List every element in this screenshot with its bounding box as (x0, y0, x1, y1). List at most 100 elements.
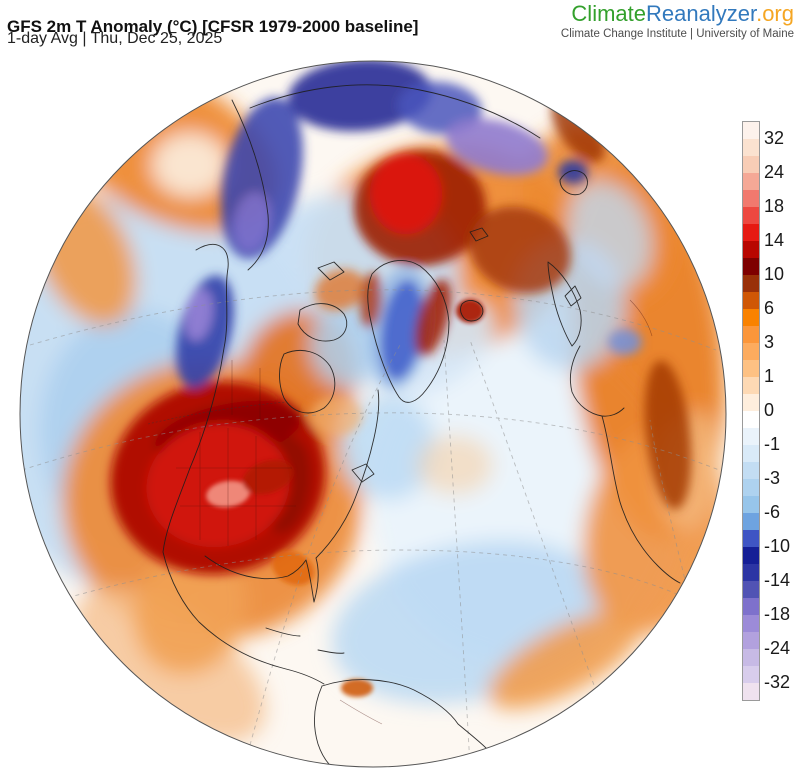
anomaly-region-greenland-west-warm (359, 272, 383, 328)
coast-north-america-west (162, 244, 325, 685)
colorbar-tick-label: 3 (764, 332, 775, 352)
page-title: GFS 2m T Anomaly (°C) [CFSR 1979-2000 ba… (7, 17, 419, 37)
colorbar-segment (743, 598, 759, 615)
anomaly-region-greenland-cool-core (381, 280, 423, 380)
globe-outline (19, 60, 727, 768)
site-logo-wordmark: ClimateReanalyzer.org (561, 2, 794, 26)
colorbar-tick-label: 18 (764, 196, 785, 216)
anomaly-region-siberia-navy-laptev (288, 61, 432, 132)
coast-greenland (367, 259, 450, 403)
colorbar-segment (743, 428, 759, 445)
anomaly-region-chukotka-purple (233, 192, 271, 252)
coast-chukotka-kamchatka (231, 99, 269, 271)
anomaly-region-bc-purple (185, 289, 213, 341)
coast-newfoundland (351, 463, 375, 483)
logo-word-reanalyzer: Reanalyzer (646, 1, 757, 26)
colorbar-segment (743, 275, 759, 292)
coast-hispaniola (317, 649, 345, 654)
anomaly-region-kansas-pink-spot (206, 480, 250, 508)
coast-arctic-islands (317, 261, 345, 281)
anomaly-region-mexico-warm (133, 546, 247, 674)
colorbar-tick-label: 14 (764, 230, 785, 250)
colorbar-segment (743, 649, 759, 666)
colorbar-tick-label: 6 (764, 298, 775, 318)
border-us-canada (147, 401, 287, 425)
colorbar (742, 121, 760, 701)
site-logo-tagline: Climate Change Institute | University of… (560, 28, 794, 40)
colorbar-segment (743, 122, 759, 139)
colorbar-tick-label: -6 (764, 502, 781, 522)
colorbar-segment (743, 309, 759, 326)
coast-hudson-bay (279, 350, 336, 414)
coast-cuba (265, 627, 301, 637)
anomaly-region-novaya-rust (469, 206, 571, 294)
colorbar-segment (743, 445, 759, 462)
logo-word-org: .org (756, 1, 794, 26)
colorbar-segment (743, 615, 759, 632)
colorbar-tick-label: -18 (764, 604, 791, 624)
colorbar-segment (743, 292, 759, 309)
anomaly-region-taymyr-purple (446, 118, 548, 176)
colorbar-segment (743, 224, 759, 241)
coast-south-america-north (321, 679, 487, 749)
anomaly-region-centralasia-cool (567, 181, 653, 289)
colorbar-segment (743, 326, 759, 343)
colorbar-segment (743, 564, 759, 581)
coast-gulf-florida-east (204, 389, 380, 603)
colorbar-segment (743, 173, 759, 190)
anomaly-region-natlantic-warm-spot (417, 435, 493, 495)
anomaly-region-greatlakes-warm (242, 459, 294, 495)
anomaly-region-siberia-navy-east (398, 81, 482, 135)
coast-africa-west (601, 415, 681, 584)
colorbar-segment (743, 207, 759, 224)
colorbar-tick-label: 10 (764, 264, 785, 284)
colorbar-segment (743, 394, 759, 411)
colorbar-segment (743, 496, 759, 513)
colorbar-segment (743, 581, 759, 598)
coast-caspian (559, 170, 588, 196)
colorbar-tick-label: -32 (764, 672, 791, 692)
anomaly-region-caspian-navy-spot (558, 160, 588, 184)
colorbar-segment (743, 513, 759, 530)
anomaly-region-greenland-east-warm (414, 279, 452, 357)
colorbar-segment (743, 666, 759, 683)
coastlines (162, 84, 681, 767)
colorbar-segment (743, 343, 759, 360)
colorbar-segment (743, 258, 759, 275)
colorbar-segment (743, 547, 759, 564)
anomaly-region-mideast-rust (644, 360, 692, 510)
coast-west-europe (569, 345, 625, 417)
colorbar-tick-label: -10 (764, 536, 791, 556)
colorbar-tick-label: -3 (764, 468, 781, 488)
anomaly-region-quebec-warm-spots (310, 396, 362, 436)
colorbar-tick-label: 0 (764, 400, 775, 420)
anomaly-region-florida-warm (271, 550, 315, 586)
page-subtitle: 1-day Avg | Thu, Dec 25, 2025 (7, 30, 223, 47)
anomaly-region-venezuela-warm-spot (341, 679, 373, 697)
graticule-lines (21, 289, 725, 767)
colorbar-segment (743, 377, 759, 394)
colorbar-segment (743, 139, 759, 156)
colorbar-tick-label: -1 (764, 434, 781, 454)
colorbar-segment (743, 479, 759, 496)
colorbar-segment (743, 530, 759, 547)
coast-scandinavia (547, 261, 582, 347)
logo-word-climate: Climate (571, 1, 646, 26)
colorbar-segment (743, 156, 759, 173)
coast-iceland (460, 300, 484, 322)
anomaly-region-scandinavia-cool-spot (608, 329, 642, 355)
coast-arctic-russia (249, 84, 541, 139)
colorbar-tick-label: 1 (764, 366, 775, 386)
colorbar-segment (743, 241, 759, 258)
colorbar-segment (743, 462, 759, 479)
anomaly-region-ellesmere-warm (314, 269, 366, 311)
colorbar-segment (743, 683, 759, 700)
anomaly-region-kara-red-core (370, 154, 442, 234)
site-logo[interactable]: ClimateReanalyzer.org Climate Change Ins… (560, 2, 794, 41)
colorbar-segment (743, 411, 759, 428)
coast-uk (564, 285, 582, 307)
coast-svalbard (469, 227, 489, 242)
colorbar-segment (743, 632, 759, 649)
